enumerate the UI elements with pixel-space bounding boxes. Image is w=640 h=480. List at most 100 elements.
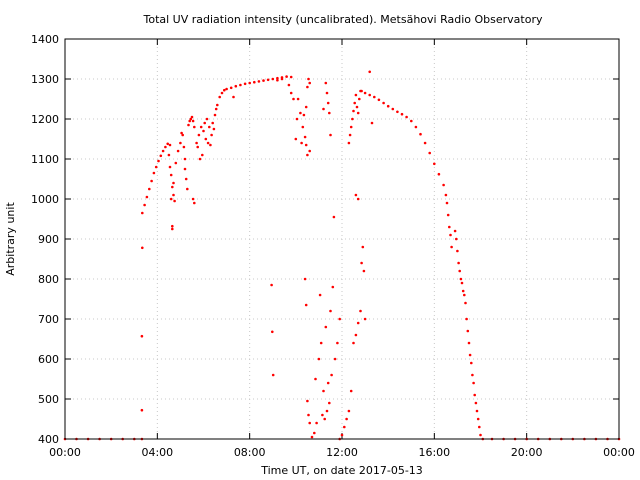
- data-point: [271, 330, 274, 334]
- data-point: [348, 133, 352, 137]
- data-point: [205, 117, 209, 121]
- data-point: [152, 171, 156, 175]
- data-point: [473, 393, 477, 397]
- data-point: [141, 246, 144, 250]
- data-point: [349, 125, 353, 129]
- grid: [65, 39, 619, 439]
- axis-ticks: 400 500 600 700 800 900 1000 1100 1200 1300 1400 00…: [31, 33, 635, 459]
- data-point: [308, 81, 312, 85]
- data-point: [195, 141, 198, 145]
- data-point: [302, 113, 306, 117]
- data-point: [370, 121, 374, 125]
- data-point: [171, 224, 174, 228]
- data-point: [428, 151, 432, 155]
- x-tick-label: 00:00: [603, 446, 635, 459]
- y-tick-label: 1100: [31, 153, 59, 166]
- data-point: [173, 199, 176, 203]
- data-point: [262, 79, 265, 82]
- data-point: [172, 181, 175, 185]
- data-point: [321, 413, 324, 417]
- data-point: [467, 341, 471, 345]
- data-point: [193, 201, 196, 205]
- data-point: [457, 261, 460, 265]
- data-point: [232, 95, 235, 99]
- y-tick-label: 1300: [31, 73, 59, 86]
- data-point: [386, 104, 390, 108]
- data-point: [301, 125, 305, 129]
- data-point: [206, 141, 210, 145]
- data-point: [271, 373, 275, 377]
- data-point: [234, 84, 238, 88]
- data-point: [220, 91, 224, 95]
- data-point: [176, 149, 180, 153]
- data-point: [373, 95, 376, 99]
- y-tick-label: 600: [38, 353, 59, 366]
- data-point: [304, 143, 308, 147]
- data-point: [161, 149, 165, 153]
- data-point: [304, 105, 308, 109]
- data-point: [377, 98, 381, 102]
- data-point: [197, 133, 201, 137]
- data-point: [201, 153, 204, 157]
- data-point: [444, 193, 448, 197]
- y-axis-label: Arbitrary unit: [4, 202, 17, 276]
- data-point: [324, 325, 328, 329]
- data-point: [202, 129, 205, 133]
- data-point: [323, 417, 327, 421]
- data-point: [145, 195, 149, 199]
- data-point: [448, 225, 451, 229]
- y-tick-label: 900: [38, 233, 59, 246]
- data-point: [317, 357, 321, 361]
- data-point: [306, 153, 309, 157]
- data-point: [461, 289, 465, 293]
- data-point: [456, 249, 459, 253]
- data-point: [198, 157, 202, 161]
- data-point: [243, 82, 247, 86]
- data-point: [140, 408, 144, 412]
- data-point: [253, 80, 256, 84]
- y-tick-label: 1400: [31, 33, 59, 46]
- data-point: [314, 377, 317, 381]
- data-point: [280, 77, 284, 81]
- data-point: [453, 229, 457, 233]
- data-point: [174, 161, 178, 165]
- data-point: [141, 211, 144, 215]
- data-point: [199, 125, 203, 129]
- data-point: [304, 303, 308, 307]
- data-point: [295, 117, 299, 121]
- x-tick-label: 04:00: [141, 446, 173, 459]
- data-point: [479, 433, 482, 437]
- data-point: [183, 167, 187, 171]
- data-point: [196, 145, 199, 149]
- data-point: [150, 179, 153, 183]
- data-point: [157, 159, 160, 163]
- data-point: [271, 77, 275, 81]
- data-point: [266, 78, 270, 82]
- data-point: [167, 153, 171, 157]
- data-point: [352, 109, 355, 113]
- data-point: [318, 293, 322, 297]
- data-point: [368, 70, 372, 74]
- data-point: [184, 177, 188, 181]
- data-point: [382, 101, 385, 105]
- data-point: [450, 245, 453, 249]
- data-point: [465, 317, 468, 321]
- y-tick-label: 400: [38, 433, 59, 446]
- data-point: [210, 133, 213, 137]
- data-point: [340, 433, 344, 437]
- data-point: [294, 137, 298, 141]
- data-point: [180, 131, 183, 135]
- data-point: [169, 173, 173, 177]
- data-point: [328, 401, 331, 405]
- data-point: [460, 281, 464, 285]
- data-point: [405, 115, 408, 119]
- data-point: [287, 83, 291, 87]
- data-point: [181, 133, 184, 137]
- y-tick-label: 700: [38, 313, 59, 326]
- data-point: [353, 101, 357, 105]
- data-point: [476, 417, 480, 421]
- data-point: [183, 157, 187, 161]
- data-point: [343, 425, 346, 429]
